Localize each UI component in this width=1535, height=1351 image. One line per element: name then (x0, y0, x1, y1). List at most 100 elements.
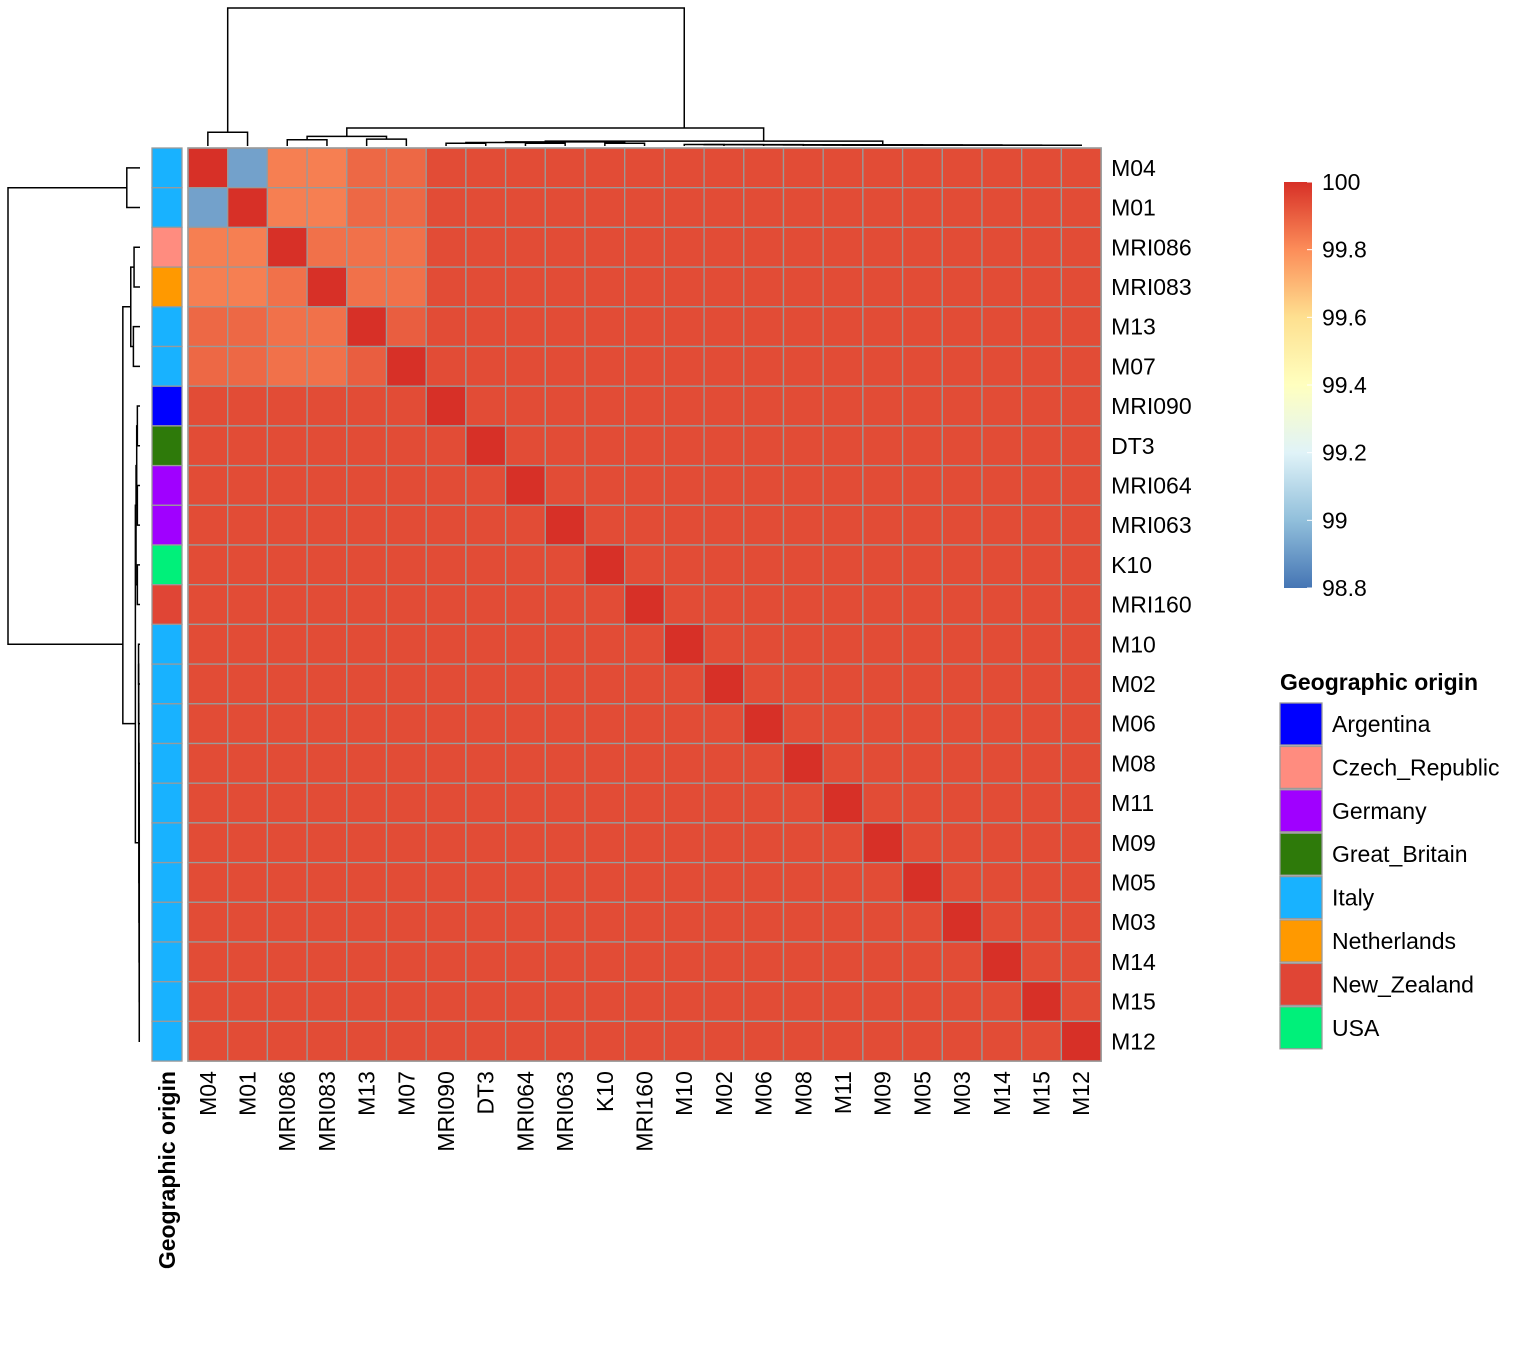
legend-title: Geographic origin (1280, 669, 1478, 695)
heatmap-cell (346, 981, 388, 1023)
heatmap-cell (624, 981, 666, 1023)
heatmap-cell (663, 941, 705, 983)
heatmap-cell (266, 584, 308, 626)
heatmap-cell (862, 187, 904, 229)
dendrogram-branch (136, 564, 140, 606)
heatmap-cell (385, 663, 427, 705)
heatmap-cell (862, 345, 904, 387)
heatmap-cell (941, 226, 983, 268)
heatmap-cell (703, 901, 745, 943)
heatmap-cell (624, 147, 666, 189)
heatmap-cell (703, 544, 745, 586)
heatmap-cell (465, 901, 507, 943)
heatmap-cell (306, 663, 348, 705)
heatmap-cell (306, 464, 348, 506)
annotation-cell (151, 584, 183, 626)
heatmap-cell (941, 504, 983, 546)
annotation-cell (151, 306, 183, 348)
heatmap-cell (346, 703, 388, 745)
heatmap-cell (862, 425, 904, 467)
heatmap-cell (504, 663, 546, 705)
heatmap-cell (346, 941, 388, 983)
heatmap-cell (743, 663, 785, 705)
heatmap-cell (544, 584, 586, 626)
heatmap-cell (663, 782, 705, 824)
legend-label: Czech_Republic (1332, 754, 1499, 780)
heatmap-cell (504, 147, 546, 189)
heatmap-cell (306, 782, 348, 824)
heatmap-cell (504, 544, 546, 586)
row-label: M13 (1111, 314, 1156, 340)
heatmap-cell (782, 782, 824, 824)
annotation-strip (151, 147, 183, 1062)
heatmap-cell (385, 147, 427, 189)
heatmap-cell (981, 425, 1023, 467)
heatmap-cell (703, 425, 745, 467)
heatmap-cell (584, 623, 626, 665)
dendrogram-branch (138, 822, 141, 1042)
heatmap-cell (227, 226, 269, 268)
column-label: M10 (671, 1071, 697, 1116)
legend-label: Argentina (1332, 711, 1431, 737)
colorbar-tick-label: 99.4 (1322, 372, 1367, 398)
heatmap-cell (266, 703, 308, 745)
heatmap-cell (981, 981, 1023, 1023)
heatmap-cell (1060, 226, 1102, 268)
heatmap-cell (941, 941, 983, 983)
heatmap-cell (901, 981, 943, 1023)
heatmap-cell (187, 742, 229, 784)
heatmap-cell (782, 306, 824, 348)
heatmap-cell (624, 226, 666, 268)
heatmap-cell (862, 822, 904, 864)
heatmap-cell (901, 464, 943, 506)
heatmap-cell (584, 742, 626, 784)
heatmap-cell (663, 226, 705, 268)
heatmap-cell (703, 742, 745, 784)
heatmap-cell (901, 663, 943, 705)
legend-swatch (1279, 1006, 1323, 1050)
heatmap-cell (504, 464, 546, 506)
heatmap-cell (227, 306, 269, 348)
dendrogram-branch (135, 425, 138, 507)
heatmap-cell (624, 941, 666, 983)
heatmap-cell (385, 861, 427, 903)
heatmap-cell (743, 901, 785, 943)
heatmap-cell (227, 623, 269, 665)
heatmap-cell (743, 861, 785, 903)
heatmap-cell (901, 544, 943, 586)
heatmap-cell (1021, 385, 1063, 427)
heatmap-cell (266, 147, 308, 189)
heatmap-cell (584, 901, 626, 943)
column-label: M02 (711, 1071, 737, 1116)
heatmap-cell (465, 941, 507, 983)
heatmap-cell (941, 544, 983, 586)
row-labels: M04 M01 MRI086 MRI083 M13 M07 MRI090 DT3 MRI064 M… (1111, 155, 1192, 1054)
heatmap-cell (584, 584, 626, 626)
column-label: M04 (195, 1071, 221, 1116)
heatmap-cell (227, 147, 269, 189)
heatmap-cell (1060, 742, 1102, 784)
heatmap-cell (425, 584, 467, 626)
heatmap-cell (346, 742, 388, 784)
heatmap-cell (385, 266, 427, 308)
heatmap-cell (504, 861, 546, 903)
heatmap-cell (425, 1020, 467, 1062)
heatmap-cell (425, 504, 467, 546)
row-label: MRI083 (1111, 274, 1192, 300)
heatmap-cell (981, 742, 1023, 784)
heatmap-cell (624, 345, 666, 387)
colorbar-tick-label: 99.8 (1322, 237, 1367, 263)
heatmap-cell (385, 544, 427, 586)
annotation-cell (151, 504, 183, 546)
heatmap-cell (703, 385, 745, 427)
heatmap-cell (1060, 266, 1102, 308)
heatmap-cell (465, 147, 507, 189)
heatmap-cell (187, 306, 229, 348)
row-label: MRI160 (1111, 592, 1192, 618)
heatmap-cell (941, 306, 983, 348)
colorbar-legend: 100 99.8 99.6 99.4 99.2 99 98.8 (1284, 169, 1367, 601)
row-label: M10 (1111, 631, 1156, 657)
heatmap-cell (901, 266, 943, 308)
heatmap-cell (266, 504, 308, 546)
